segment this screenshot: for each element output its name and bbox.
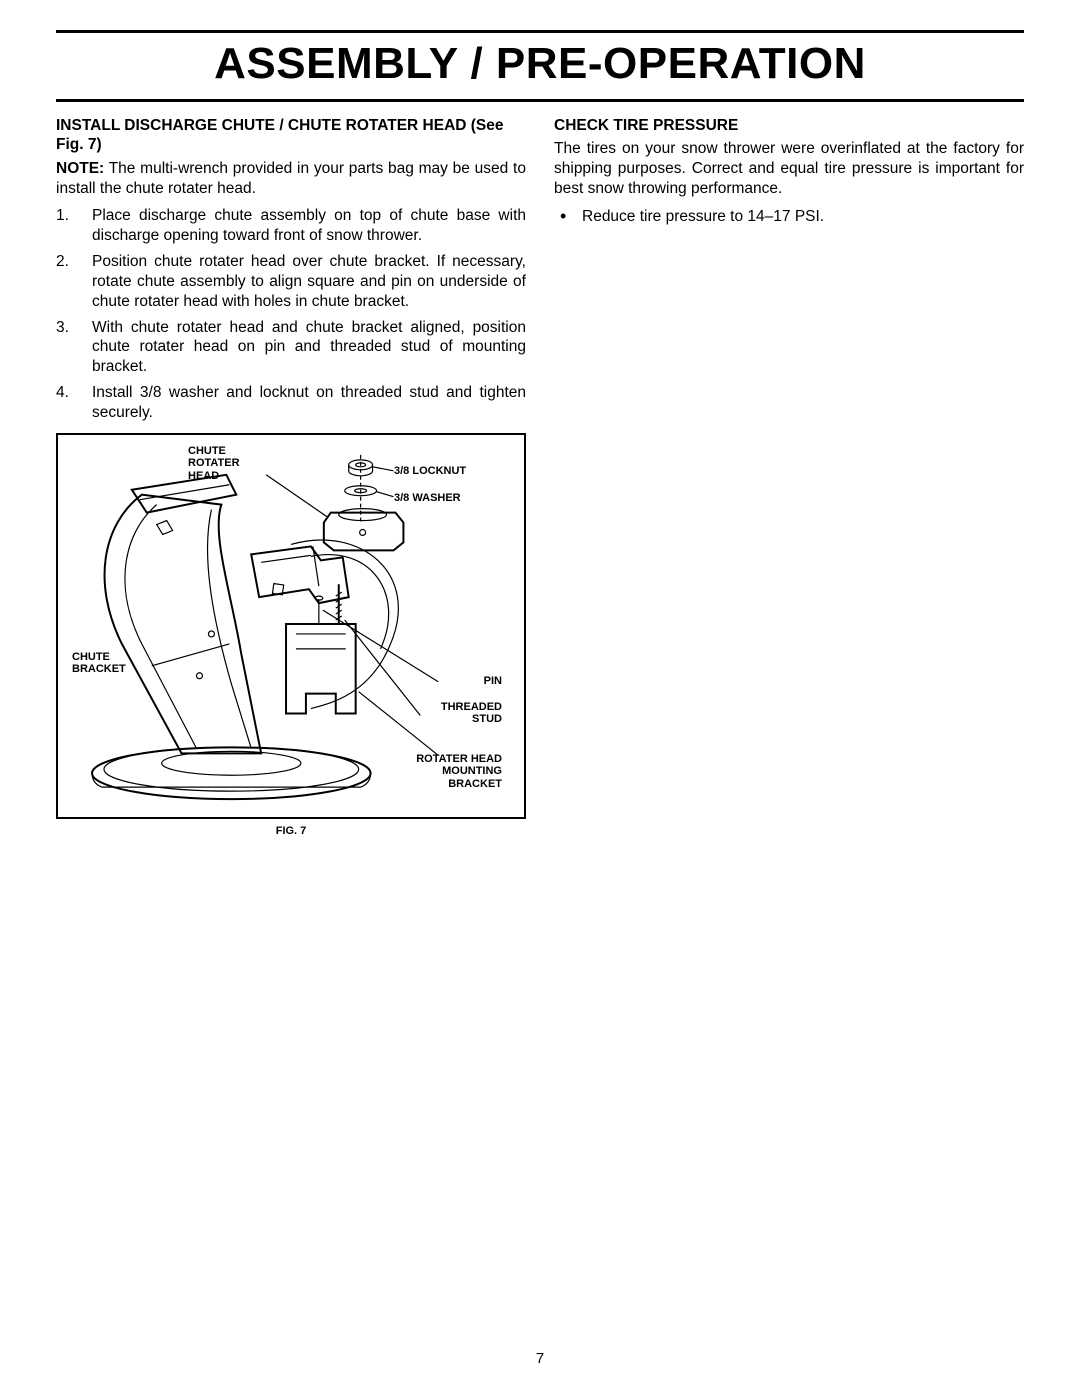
label-locknut: 3/8 LOCKNUT	[394, 465, 466, 478]
left-heading: INSTALL DISCHARGE CHUTE / CHUTE ROTATER …	[56, 116, 526, 155]
note-text: The multi-wrench provided in your parts …	[56, 160, 526, 197]
page-title: ASSEMBLY / PRE-OPERATION	[56, 39, 1024, 89]
step-item: Place discharge chute assembly on top of…	[56, 206, 526, 246]
bullet-item: Reduce tire pressure to 14–17 PSI.	[554, 207, 1024, 227]
label-washer: 3/8 WASHER	[394, 492, 461, 505]
steps-list: Place discharge chute assembly on top of…	[56, 206, 526, 422]
label-chute-bracket: CHUTEBRACKET	[72, 651, 126, 676]
page-number: 7	[0, 1350, 1080, 1367]
figure-caption: FIG. 7	[56, 825, 526, 837]
step-item: Position chute rotater head over chute b…	[56, 252, 526, 311]
label-threaded-stud: THREADEDSTUD	[441, 701, 502, 726]
step-item: With chute rotater head and chute bracke…	[56, 318, 526, 377]
title-bar: ASSEMBLY / PRE-OPERATION	[56, 30, 1024, 102]
left-note: NOTE: The multi-wrench provided in your …	[56, 159, 526, 199]
right-column: CHECK TIRE PRESSURE The tires on your sn…	[554, 116, 1024, 837]
left-column: INSTALL DISCHARGE CHUTE / CHUTE ROTATER …	[56, 116, 526, 837]
label-chute-rotater-head: CHUTEROTATERHEAD	[188, 445, 240, 483]
figure-7: CHUTEROTATERHEAD 3/8 LOCKNUT 3/8 WASHER …	[56, 433, 526, 819]
note-label: NOTE:	[56, 160, 104, 177]
right-bullets: Reduce tire pressure to 14–17 PSI.	[554, 207, 1024, 227]
right-body: The tires on your snow thrower were over…	[554, 139, 1024, 198]
content-columns: INSTALL DISCHARGE CHUTE / CHUTE ROTATER …	[56, 116, 1024, 837]
label-mounting-bracket: ROTATER HEADMOUNTINGBRACKET	[416, 753, 502, 791]
right-heading: CHECK TIRE PRESSURE	[554, 116, 1024, 135]
label-pin: PIN	[484, 675, 502, 688]
step-item: Install 3/8 washer and locknut on thread…	[56, 383, 526, 423]
